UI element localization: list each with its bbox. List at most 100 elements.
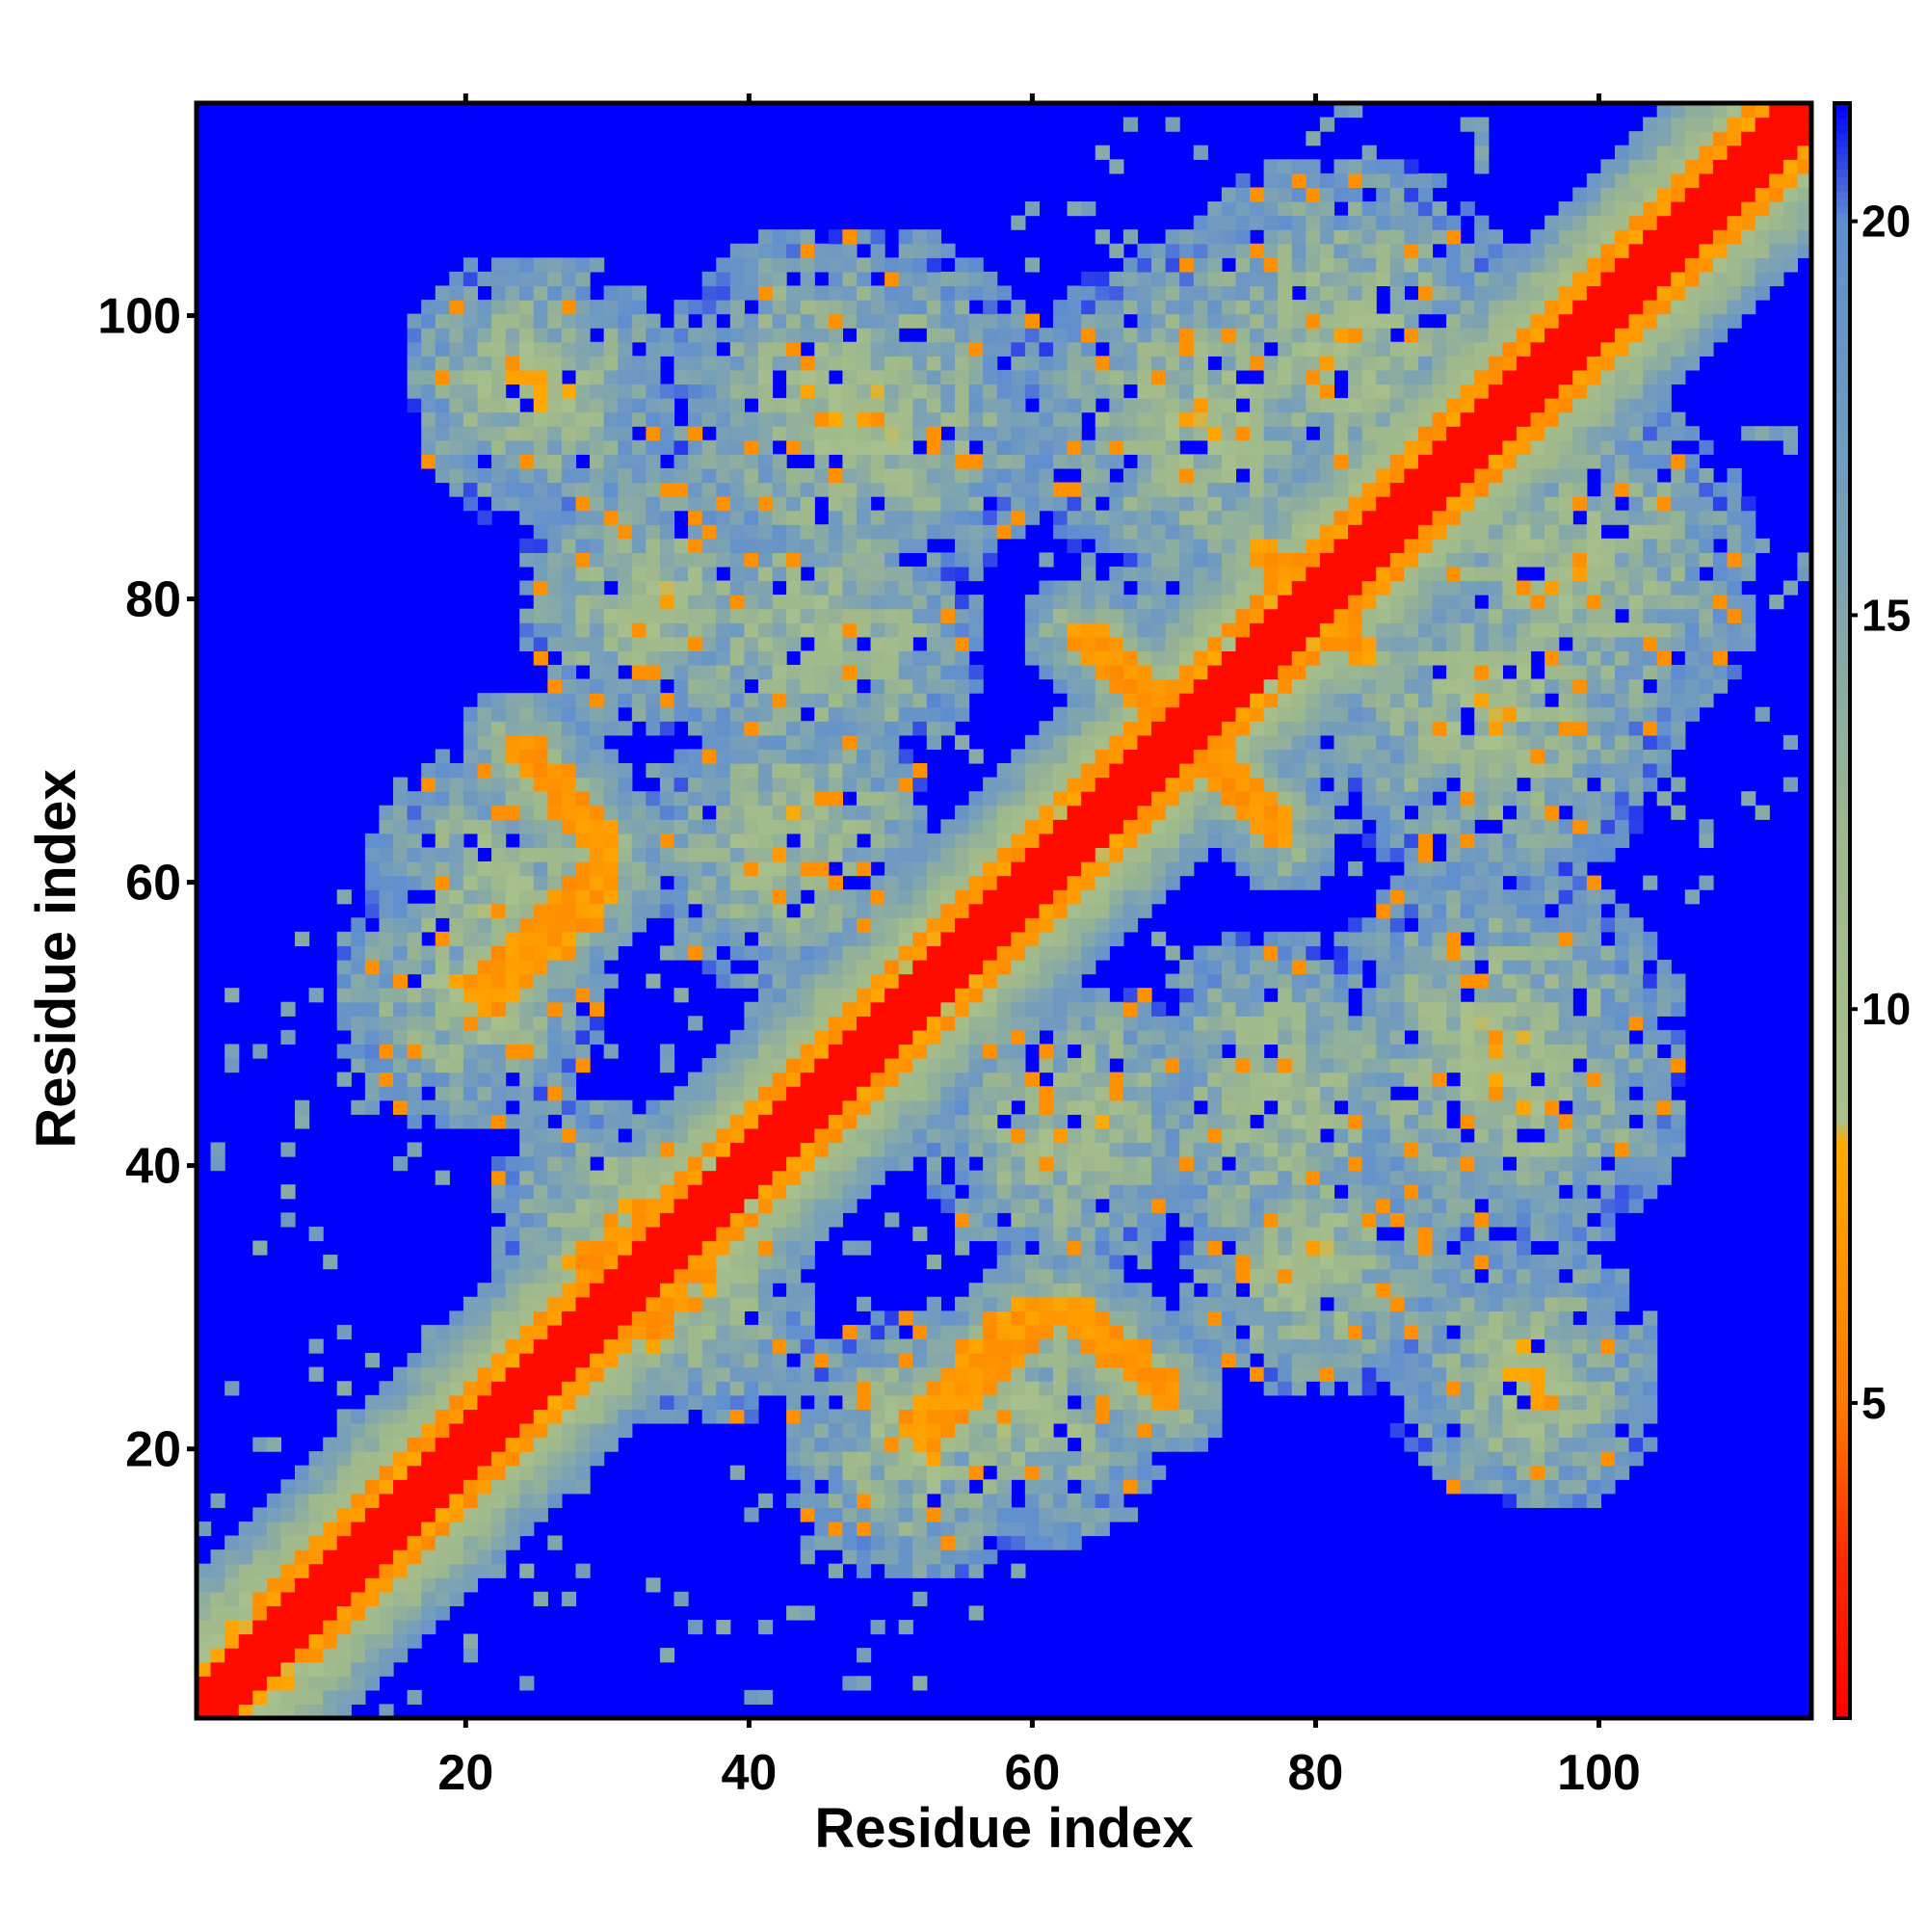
- heatmap-cell: [1614, 1086, 1630, 1101]
- heatmap-cell: [729, 1044, 745, 1059]
- heatmap-cell: [379, 903, 394, 918]
- heatmap-cell: [870, 762, 885, 779]
- heatmap-cell: [1109, 1001, 1124, 1017]
- heatmap-cell: [462, 496, 479, 512]
- heatmap-cell: [1221, 1226, 1237, 1242]
- heatmap-cell: [603, 1226, 619, 1242]
- heatmap-cell: [575, 917, 591, 933]
- heatmap-cell: [1278, 1086, 1293, 1101]
- heatmap-cell: [842, 1324, 858, 1340]
- heatmap-cell: [898, 805, 913, 820]
- heatmap-cell: [757, 819, 774, 834]
- heatmap-cell: [590, 384, 605, 399]
- heatmap-cell: [1039, 1044, 1054, 1059]
- heatmap-cell: [1516, 1353, 1532, 1368]
- heatmap-cell: [575, 1353, 591, 1368]
- heatmap-cell: [590, 1255, 605, 1270]
- heatmap-cell: [393, 791, 409, 807]
- heatmap-cell: [1193, 1366, 1208, 1382]
- heatmap-cell: [786, 945, 802, 961]
- heatmap-cell: [856, 384, 872, 399]
- heatmap-cell: [1502, 1072, 1518, 1087]
- heatmap-cell: [673, 664, 689, 680]
- heatmap-cell: [547, 496, 563, 512]
- heatmap-cell: [659, 384, 675, 399]
- heatmap-cell: [435, 875, 450, 890]
- heatmap-cell: [308, 1605, 324, 1621]
- heatmap-cell: [421, 1479, 436, 1495]
- heatmap-cell: [533, 1016, 548, 1031]
- heatmap-cell: [772, 454, 787, 469]
- heatmap-cell: [547, 931, 563, 947]
- heatmap-cell: [351, 1493, 366, 1508]
- heatmap-cell: [856, 1366, 872, 1382]
- heatmap-cell: [786, 1366, 802, 1382]
- heatmap-cell: [1165, 1058, 1180, 1073]
- heatmap-cell: [590, 454, 605, 469]
- heatmap-cell: [1389, 1142, 1405, 1157]
- heatmap-cell: [1502, 1409, 1518, 1424]
- heatmap-cell: [393, 1465, 409, 1480]
- heatmap-cell: [1165, 1394, 1180, 1410]
- heatmap-cell: [1109, 1507, 1124, 1522]
- heatmap-cell: [856, 1381, 872, 1396]
- heatmap-cell: [814, 411, 830, 427]
- heatmap-cell: [912, 398, 928, 413]
- heatmap-cell: [561, 1451, 577, 1467]
- heatmap-cell: [744, 341, 759, 357]
- heatmap-cell: [1558, 1058, 1573, 1073]
- heatmap-cell: [197, 1521, 212, 1537]
- heatmap-cell: [1572, 1409, 1588, 1424]
- heatmap-cell: [983, 1549, 998, 1565]
- heatmap-cell: [364, 1661, 381, 1677]
- heatmap-cell: [646, 860, 661, 877]
- heatmap-cell: [1446, 1212, 1462, 1228]
- heatmap-cell: [1474, 1240, 1490, 1256]
- heatmap-cell: [1333, 1268, 1349, 1284]
- heatmap-cell: [1502, 1324, 1518, 1340]
- heatmap-cell: [1011, 1353, 1026, 1368]
- heatmap-cell: [968, 1437, 984, 1452]
- heatmap-cell: [646, 1114, 661, 1129]
- heatmap-cell: [1586, 1394, 1601, 1410]
- heatmap-cell: [462, 791, 479, 807]
- heatmap-cell: [1122, 1479, 1139, 1495]
- heatmap-cell: [323, 1591, 338, 1606]
- heatmap-cell: [1179, 1437, 1195, 1452]
- heatmap-cell: [197, 1577, 212, 1593]
- heatmap-cell: [1502, 1127, 1518, 1144]
- heatmap-cell: [1095, 1184, 1110, 1200]
- heatmap-cell: [603, 903, 619, 918]
- heatmap-cell: [1376, 988, 1391, 1003]
- heatmap-cell: [364, 1029, 381, 1045]
- heatmap-cell: [884, 439, 900, 455]
- heatmap-cell: [631, 566, 647, 582]
- heatmap-cell: [603, 678, 619, 694]
- heatmap-cell: [940, 1493, 956, 1508]
- heatmap-cell: [912, 454, 928, 469]
- heatmap-cell: [1109, 1283, 1124, 1298]
- heatmap-cell: [407, 819, 422, 834]
- heatmap-cell: [940, 860, 956, 877]
- heatmap-cell: [421, 1324, 436, 1340]
- heatmap-cell: [1389, 1044, 1405, 1059]
- heatmap-cell: [659, 1044, 675, 1059]
- heatmap-cell: [603, 1156, 619, 1172]
- heatmap-cell: [729, 369, 745, 385]
- heatmap-cell: [926, 369, 942, 385]
- heatmap-cell: [519, 1479, 535, 1495]
- heatmap-cell: [603, 1240, 619, 1256]
- heatmap-cell: [884, 1479, 900, 1495]
- heatmap-cell: [870, 805, 885, 820]
- heatmap-cell: [1572, 1255, 1588, 1270]
- heatmap-cell: [477, 467, 492, 484]
- heatmap-cell: [295, 931, 310, 947]
- heatmap-cell: [1488, 1198, 1503, 1213]
- heatmap-cell: [856, 1422, 872, 1439]
- heatmap-cell: [772, 1324, 787, 1340]
- heatmap-cell: [828, 988, 843, 1003]
- heatmap-cell: [1348, 1184, 1363, 1200]
- heatmap-cell: [407, 1591, 422, 1606]
- heatmap-cell: [912, 1507, 928, 1522]
- heatmap-cell: [1656, 1099, 1672, 1115]
